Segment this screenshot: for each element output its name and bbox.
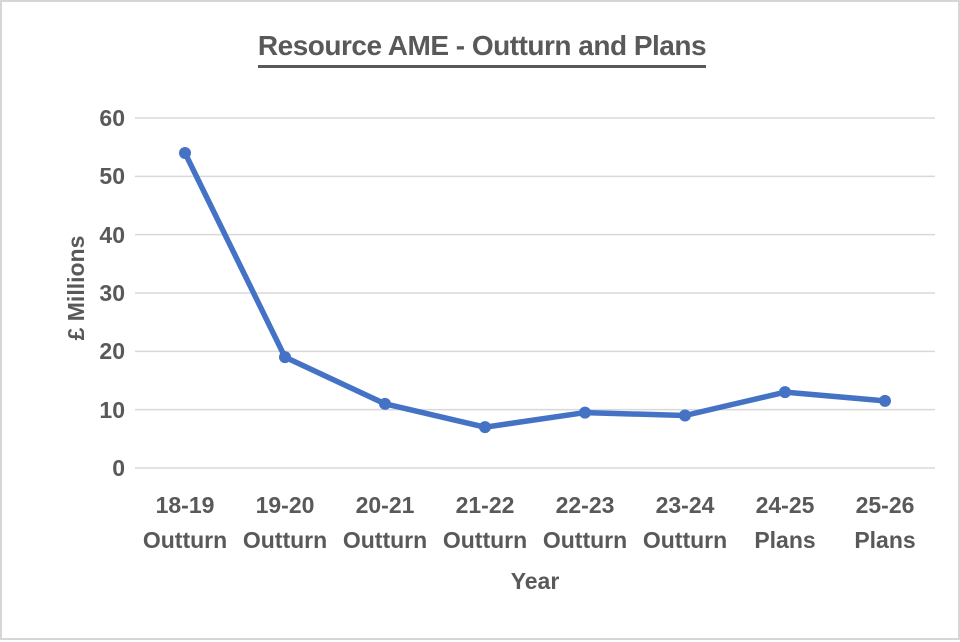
category-stage: Outturn (342, 527, 428, 553)
category-year: 19-20 (255, 492, 315, 518)
y-tick-label: 40 (99, 221, 125, 248)
data-point (179, 147, 191, 159)
category-stage: Outturn (242, 527, 328, 553)
x-category-label: 20-21 Outturn (330, 492, 440, 553)
category-year: 25-26 (855, 492, 915, 518)
x-category-label: 23-24 Outturn (630, 492, 740, 553)
data-point (279, 351, 291, 364)
category-year: 22-23 (555, 492, 615, 518)
y-axis-title: £ Millions (63, 235, 89, 341)
y-tick-label: 50 (99, 163, 125, 190)
y-tick-label: 30 (99, 280, 125, 306)
category-stage: Outturn (442, 527, 528, 553)
category-year: 21-22 (455, 492, 515, 518)
x-category-label: 21-22 Outturn (430, 492, 540, 553)
data-point (879, 394, 891, 407)
y-tick-label: 10 (99, 396, 125, 423)
category-stage: Plans (754, 527, 816, 553)
data-point (379, 397, 391, 410)
x-axis-title: Year (510, 568, 560, 594)
x-category-label: 18-19 Outturn (130, 492, 240, 553)
series-line (182, 150, 888, 430)
data-point (579, 406, 591, 419)
category-year: 18-19 (155, 492, 215, 518)
data-point (779, 386, 791, 399)
category-year: 20-21 (355, 492, 415, 518)
x-category-label: 25-26 Plans (830, 492, 940, 553)
y-tick-label: 20 (99, 338, 125, 365)
category-stage: Outturn (142, 527, 228, 553)
y-tick-label: 0 (112, 455, 125, 481)
chart-title: Resource AME - Outturn and Plans (257, 30, 707, 68)
y-tick-label: 60 (99, 105, 125, 131)
data-point (679, 409, 691, 422)
category-year: 23-24 (655, 492, 715, 518)
category-stage: Plans (854, 527, 916, 553)
title-row: Resource AME - Outturn and Plans (2, 30, 960, 68)
x-category-label: 24-25 Plans (730, 492, 840, 553)
x-category-label: 19-20 Outturn (230, 492, 340, 553)
data-point (479, 421, 491, 434)
category-year: 24-25 (755, 492, 815, 518)
category-stage: Outturn (642, 527, 728, 553)
category-stage: Outturn (542, 527, 628, 553)
x-category-label: 22-23 Outturn (530, 492, 640, 553)
